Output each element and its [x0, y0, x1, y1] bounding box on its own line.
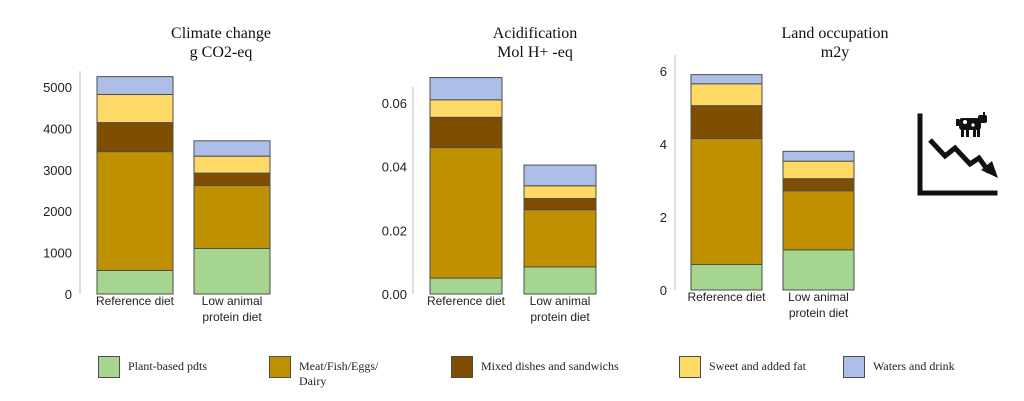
- bar-segment: [193, 185, 271, 249]
- y-tick-label: 0: [660, 283, 667, 298]
- chart-title: Acidification: [493, 25, 577, 42]
- y-tick-label: 3000: [43, 163, 72, 178]
- legend-label: Meat/Fish/Eggs/ Dairy: [299, 359, 379, 388]
- category-label: Reference diet: [96, 294, 175, 308]
- category-label: Reference diet: [427, 294, 506, 308]
- bar-segment: [96, 269, 174, 295]
- bar-segment: [782, 150, 855, 162]
- bar-segment: [429, 147, 503, 279]
- bar-segment: [193, 172, 271, 187]
- legend-item-sweet-added-fat: Sweet and added fat: [679, 356, 806, 378]
- bar-segment: [690, 263, 763, 291]
- category-label: Low animal protein diet: [530, 294, 591, 324]
- bar-segment: [429, 99, 503, 118]
- y-tick-label: 0: [65, 287, 72, 302]
- bar-segment: [96, 122, 174, 153]
- y-tick-label: 0.00: [382, 287, 407, 302]
- legend-item-meat-fish-eggs-dairy: Meat/Fish/Eggs/ Dairy: [269, 356, 419, 389]
- legend-item-waters-drink: Waters and drink: [843, 356, 955, 378]
- bar-segment: [96, 151, 174, 271]
- chart-subtitle: m2y: [821, 44, 849, 61]
- legend: Plant-based pdts Meat/Fish/Eggs/ Dairy M…: [0, 356, 1024, 401]
- bar-segment: [523, 164, 597, 187]
- bar-segment: [429, 77, 503, 101]
- bar-segment: [690, 83, 763, 107]
- bar-segment: [782, 190, 855, 251]
- legend-label: Waters and drink: [873, 359, 955, 373]
- legend-swatch: [451, 356, 473, 378]
- bar-segment: [690, 138, 763, 265]
- y-tick-label: 0.04: [382, 160, 407, 175]
- y-tick-label: 6: [660, 64, 667, 79]
- y-tick-label: 2: [660, 210, 667, 225]
- legend-swatch: [98, 356, 120, 378]
- category-label: Reference diet: [687, 290, 766, 304]
- bar-segment: [193, 155, 271, 174]
- bar-segment: [96, 93, 174, 124]
- legend-item-plant-based: Plant-based pdts: [98, 356, 207, 378]
- legend-swatch: [843, 356, 865, 378]
- bar-segment: [523, 198, 597, 211]
- legend-label: Sweet and added fat: [709, 359, 806, 373]
- cow-declining-chart-icon: [915, 112, 999, 198]
- bar-segment: [193, 140, 271, 157]
- chart-subtitle: g CO2-eq: [190, 44, 253, 61]
- bar-segment: [429, 116, 503, 149]
- bar-segment: [523, 209, 597, 268]
- bar-segment: [782, 178, 855, 192]
- legend-item-mixed-dishes: Mixed dishes and sandwichs: [451, 356, 619, 378]
- category-label: Low animal protein diet: [788, 290, 849, 320]
- y-tick-label: 5000: [43, 80, 72, 95]
- y-tick-label: 4: [660, 137, 667, 152]
- legend-swatch: [269, 356, 291, 378]
- bar-segment: [782, 249, 855, 291]
- chart-subtitle: Mol H+ -eq: [497, 44, 573, 61]
- bar-segment: [782, 160, 855, 180]
- category-label: Low animal protein diet: [202, 294, 263, 324]
- legend-swatch: [679, 356, 701, 378]
- y-tick-label: 4000: [43, 121, 72, 136]
- y-tick-label: 2000: [43, 204, 72, 219]
- legend-label: Plant-based pdts: [128, 359, 207, 373]
- bar-segment: [690, 105, 763, 140]
- bar-segment: [193, 247, 271, 295]
- chart-title: Climate change: [171, 25, 271, 42]
- y-tick-label: 1000: [43, 246, 72, 261]
- y-tick-label: 0.06: [382, 96, 407, 111]
- bar-segment: [523, 266, 597, 295]
- bar-segment: [96, 76, 174, 95]
- bar-segment: [429, 277, 503, 295]
- legend-label: Mixed dishes and sandwichs: [481, 359, 619, 373]
- bar-segment: [523, 185, 597, 199]
- bar-segment: [690, 74, 763, 85]
- chart-title: Land occupation: [781, 25, 888, 42]
- y-tick-label: 0.02: [382, 223, 407, 238]
